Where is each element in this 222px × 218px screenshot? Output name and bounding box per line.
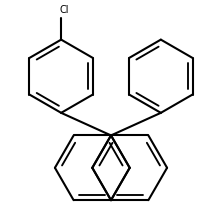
Text: Cl: Cl [59,5,69,15]
